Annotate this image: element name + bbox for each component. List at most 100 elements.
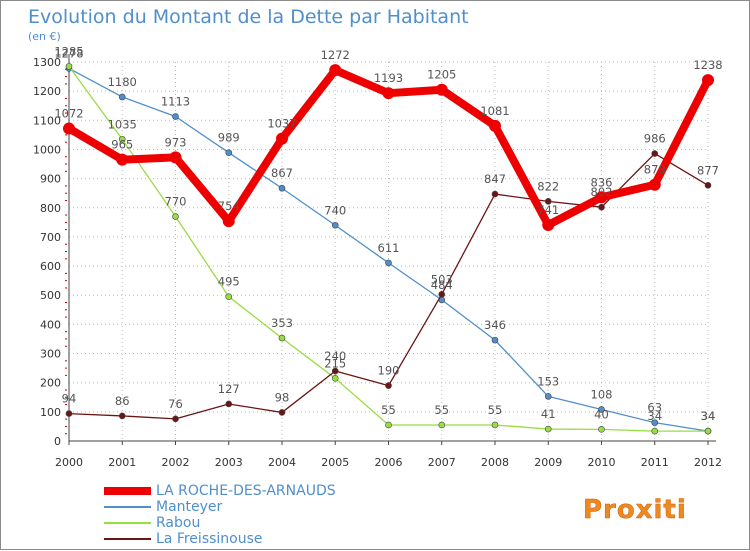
x-tick-label: 2012	[694, 456, 722, 469]
x-tick-label: 2003	[215, 456, 243, 469]
data-point-rabou	[438, 421, 446, 429]
data-label-manteyer: 1180	[108, 75, 137, 89]
data-label-rabou: 55	[434, 403, 449, 417]
x-tick-label: 2011	[641, 456, 669, 469]
data-label-la-freissinouse: 98	[275, 390, 290, 404]
data-label-manteyer: 63	[647, 401, 662, 415]
data-label-la-freissinouse: 190	[378, 364, 400, 378]
data-label-rabou: 55	[488, 403, 503, 417]
data-point-la-freissinouse	[331, 367, 339, 375]
y-tick-label: 1100	[33, 114, 61, 127]
x-tick-label: 2010	[588, 456, 616, 469]
data-point-la-freissinouse	[651, 150, 659, 157]
legend-label-rabou: Rabou	[156, 515, 200, 531]
data-point-manteyer	[172, 113, 179, 120]
data-label-la-freissinouse: 503	[431, 272, 453, 286]
data-label-manteyer: 740	[324, 203, 346, 217]
y-tick-label: 400	[40, 318, 61, 331]
data-label-la-freissinouse: 94	[62, 392, 77, 406]
data-point-la-freissinouse	[225, 400, 233, 408]
data-label-la-roche-des-arnauds: 836	[591, 175, 613, 189]
x-tick-label: 2000	[55, 456, 83, 469]
data-label-rabou: 215	[324, 356, 346, 370]
data-point-la-roche-des-arnauds	[595, 191, 608, 204]
data-point-rabou	[65, 63, 73, 70]
data-label-manteyer: 867	[271, 166, 293, 180]
data-label-rabou: 495	[218, 275, 240, 289]
data-point-la-freissinouse	[65, 410, 73, 417]
data-label-la-roche-des-arnauds: 1205	[427, 68, 456, 82]
y-tick-label: 1200	[33, 85, 61, 98]
y-tick-label: 200	[40, 377, 61, 390]
data-label-rabou: 1035	[108, 117, 137, 131]
data-point-la-roche-des-arnauds	[276, 132, 288, 145]
data-label-la-freissinouse: 822	[537, 179, 559, 193]
x-tick-label: 2001	[108, 456, 136, 469]
data-point-la-freissinouse	[118, 412, 126, 420]
y-tick-label: 700	[40, 231, 61, 244]
data-label-la-freissinouse: 86	[115, 394, 130, 408]
data-label-la-freissinouse: 986	[644, 132, 666, 146]
chart-title: Evolution du Montant de la Dette par Hab…	[28, 6, 469, 28]
y-tick-label: 600	[40, 260, 61, 273]
data-point-la-roche-des-arnauds	[435, 83, 448, 96]
data-label-la-roche-des-arnauds: 1238	[693, 58, 722, 72]
data-point-manteyer	[118, 93, 126, 101]
legend-label-manteyer: Manteyer	[156, 499, 223, 515]
y-tick-label: 300	[40, 348, 61, 361]
data-point-la-roche-des-arnauds	[329, 64, 342, 77]
data-label-manteyer: 611	[378, 241, 400, 255]
x-tick-label: 2008	[481, 456, 509, 469]
data-label-la-freissinouse: 127	[218, 382, 240, 396]
y-tick-label: 800	[40, 202, 61, 215]
data-label-rabou: 1285	[54, 44, 83, 58]
y-tick-label: 100	[40, 406, 61, 419]
data-point-la-freissinouse	[704, 182, 712, 189]
data-point-rabou	[544, 425, 552, 433]
data-point-rabou	[278, 334, 286, 342]
data-label-rabou: 41	[541, 407, 556, 421]
legend-label-la-roche-des-arnauds: LA ROCHE-DES-ARNAUDS	[156, 483, 336, 499]
data-point-la-roche-des-arnauds	[116, 153, 129, 166]
data-point-rabou	[331, 375, 339, 382]
data-point-la-freissinouse	[491, 190, 499, 198]
data-point-la-roche-des-arnauds	[648, 178, 661, 191]
data-label-manteyer: 484	[431, 278, 453, 292]
data-point-la-roche-des-arnauds	[63, 122, 75, 135]
data-point-la-freissinouse	[278, 409, 286, 416]
data-point-manteyer	[385, 259, 392, 267]
data-label-manteyer: 989	[218, 131, 240, 145]
x-tick-label: 2007	[428, 456, 456, 469]
data-label-la-roche-des-arnauds: 879	[644, 163, 666, 177]
data-point-la-roche-des-arnauds	[542, 218, 555, 231]
data-label-manteyer: 1113	[161, 95, 190, 109]
data-point-la-roche-des-arnauds	[222, 215, 235, 228]
data-point-la-freissinouse	[598, 203, 605, 211]
data-point-la-freissinouse	[438, 291, 446, 298]
y-tick-label: 500	[40, 289, 61, 302]
y-tick-label: 1000	[33, 143, 61, 156]
data-label-rabou: 770	[165, 195, 187, 209]
data-point-la-roche-des-arnauds	[169, 151, 182, 164]
data-label-rabou: 353	[271, 316, 293, 330]
data-point-manteyer	[278, 184, 286, 192]
data-point-manteyer	[598, 406, 605, 413]
data-label-manteyer: 153	[537, 374, 559, 388]
data-label-la-roche-des-arnauds: 965	[111, 138, 133, 152]
data-point-rabou	[385, 421, 392, 429]
data-point-manteyer	[225, 149, 233, 156]
data-point-la-roche-des-arnauds	[702, 74, 714, 87]
data-point-rabou	[172, 213, 179, 220]
x-tick-label: 2005	[321, 456, 349, 469]
data-label-la-freissinouse: 240	[324, 349, 346, 363]
data-label-manteyer: 108	[591, 388, 613, 402]
data-label-la-freissinouse: 877	[697, 163, 719, 177]
y-axis-unit-label: (en €)	[28, 30, 61, 43]
data-label-la-freissinouse: 847	[484, 172, 506, 186]
y-tick-label: 1300	[33, 56, 61, 69]
data-point-manteyer	[544, 393, 552, 400]
data-label-la-freissinouse: 76	[168, 397, 183, 411]
data-point-rabou	[491, 421, 499, 429]
x-tick-label: 2009	[534, 456, 562, 469]
